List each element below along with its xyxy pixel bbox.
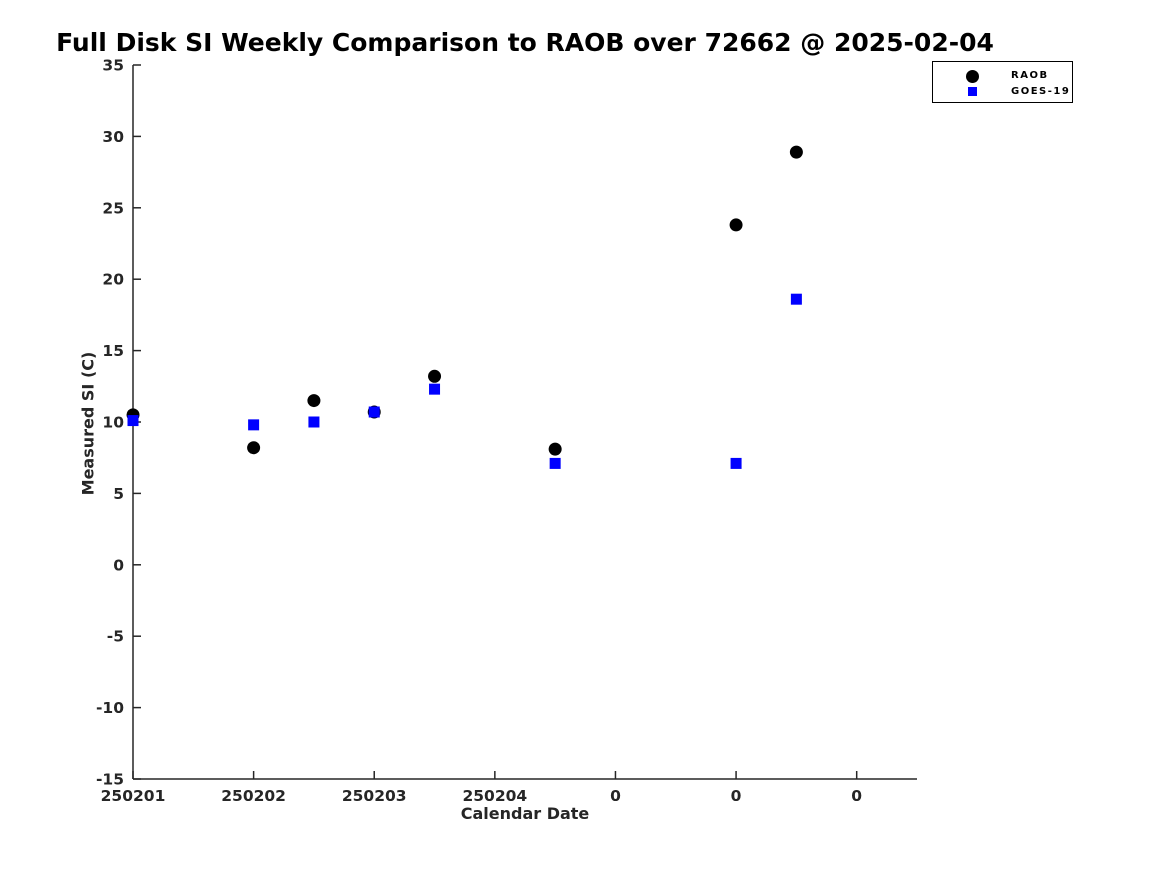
goes-data-point xyxy=(127,415,139,427)
y-tick-label: 0 xyxy=(113,556,124,574)
y-tick-label: 20 xyxy=(102,271,124,289)
y-tick-label: 15 xyxy=(102,342,124,360)
raob-data-point xyxy=(548,442,562,456)
x-tick-label: 0 xyxy=(610,787,621,805)
raob-data-point xyxy=(789,145,803,159)
raob-data-point xyxy=(307,394,321,408)
y-axis-label: Measured SI (C) xyxy=(78,351,98,496)
goes-data-point xyxy=(248,419,260,431)
y-tick-label: -10 xyxy=(96,699,124,717)
x-tick-label: 0 xyxy=(731,787,742,805)
y-tick-label: -15 xyxy=(96,771,124,789)
x-tick-label: 0 xyxy=(851,787,862,805)
goes-data-point xyxy=(730,457,742,469)
y-tick-label: 30 xyxy=(102,128,124,146)
legend: RAOB GOES-19 xyxy=(932,61,1073,103)
x-tick-label: 250202 xyxy=(221,787,286,805)
y-tick-label: 25 xyxy=(102,199,124,217)
x-axis-label: Calendar Date xyxy=(460,804,590,823)
y-tick-label: 35 xyxy=(102,57,124,75)
raob-circle-icon xyxy=(966,70,979,83)
x-tick-label: 250203 xyxy=(342,787,407,805)
y-tick-label: -5 xyxy=(107,628,124,646)
legend-label-raob: RAOB xyxy=(1011,70,1049,81)
goes-data-point xyxy=(549,457,561,469)
goes-data-point xyxy=(308,416,320,428)
x-tick-label: 250204 xyxy=(462,787,527,805)
goes-data-point xyxy=(368,406,380,418)
raob-data-point xyxy=(729,218,743,232)
raob-data-point xyxy=(428,369,442,383)
x-tick-label: 250201 xyxy=(101,787,166,805)
chart-title: Full Disk SI Weekly Comparison to RAOB o… xyxy=(56,28,994,57)
raob-data-point xyxy=(247,441,261,455)
y-tick-label: 10 xyxy=(102,414,124,432)
y-tick-label: 5 xyxy=(113,485,124,503)
legend-label-goes: GOES-19 xyxy=(1011,86,1071,97)
goes-square-icon xyxy=(968,87,977,96)
goes-data-point xyxy=(790,293,802,305)
goes-data-point xyxy=(429,383,441,395)
